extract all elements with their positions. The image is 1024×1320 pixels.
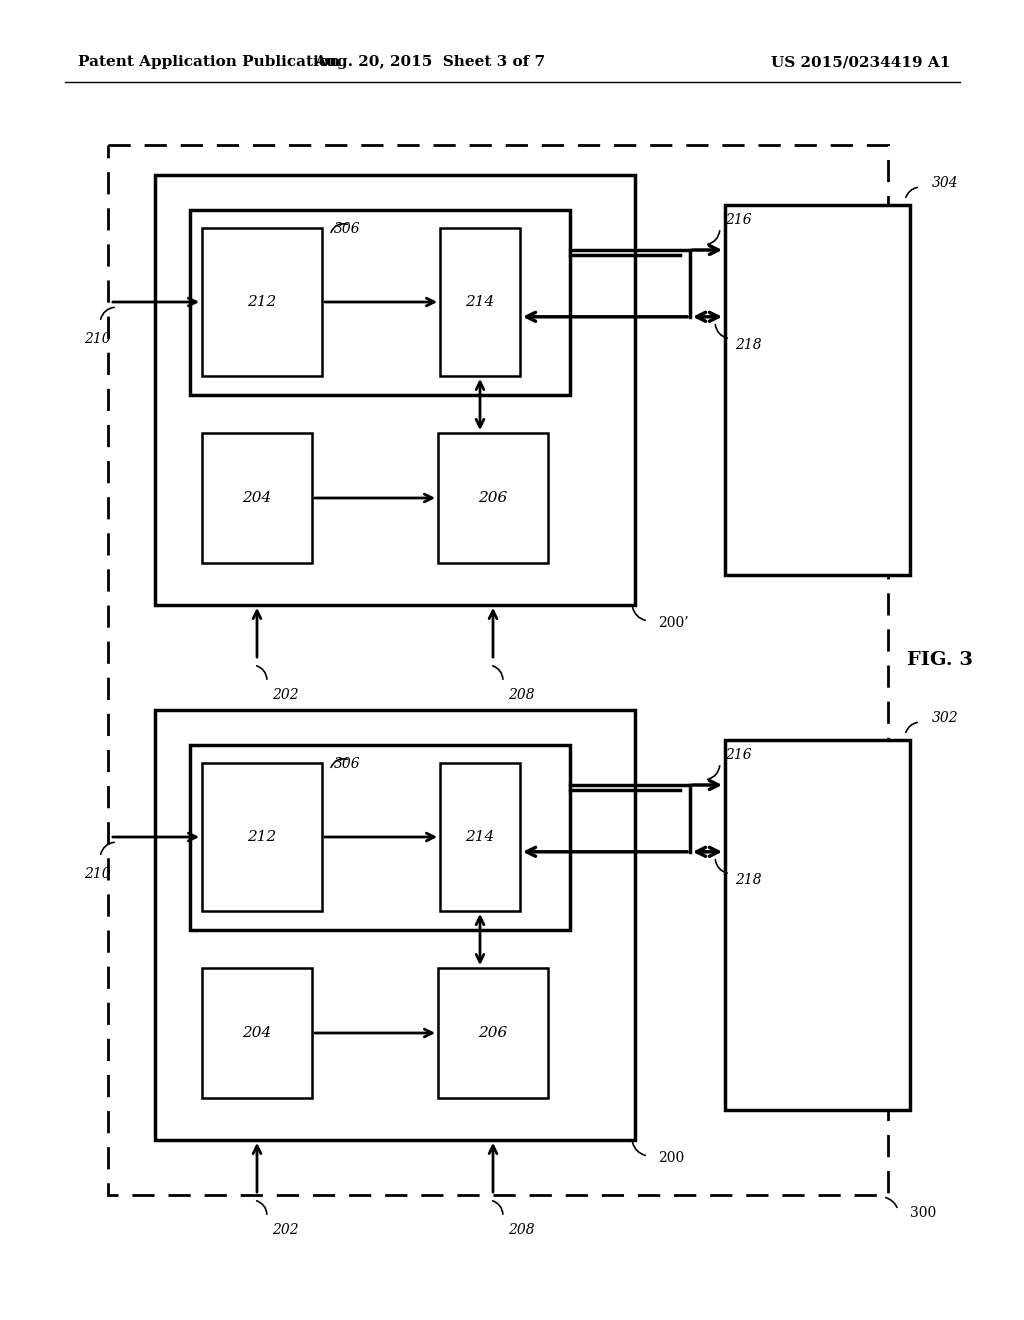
Bar [108,145,888,1195]
Text: Aug. 20, 2015  Sheet 3 of 7: Aug. 20, 2015 Sheet 3 of 7 [314,55,546,69]
Bar [202,228,322,376]
Bar [725,741,910,1110]
Text: Patent Application Publication: Patent Application Publication [78,55,340,69]
Text: 206: 206 [478,1026,508,1040]
Text: 204: 204 [243,491,271,506]
Bar [190,744,570,931]
Text: US 2015/0234419 A1: US 2015/0234419 A1 [771,55,950,69]
Text: 214: 214 [465,294,495,309]
Text: 216: 216 [725,213,752,227]
Bar [202,968,312,1098]
Text: 206: 206 [478,491,508,506]
Text: 212: 212 [248,294,276,309]
Bar [438,433,548,564]
Bar [155,176,635,605]
Text: 218: 218 [735,873,762,887]
Text: 200’: 200’ [658,616,688,630]
Text: 200: 200 [658,1151,684,1166]
Text: 300: 300 [910,1206,936,1220]
Text: 304: 304 [932,176,958,190]
Bar [202,763,322,911]
Text: 202: 202 [272,688,299,702]
Text: 218: 218 [735,338,762,352]
Text: 306: 306 [334,222,360,236]
Text: 208: 208 [508,1224,535,1237]
Bar [725,205,910,576]
Text: 214: 214 [465,830,495,843]
Text: 216: 216 [725,748,752,762]
Bar [202,433,312,564]
Text: FIG. 3: FIG. 3 [907,651,973,669]
Text: 306: 306 [334,756,360,771]
Bar [440,228,520,376]
Bar [190,210,570,395]
Text: 208: 208 [508,688,535,702]
Bar [440,763,520,911]
Bar [155,710,635,1140]
Bar [438,968,548,1098]
Text: 204: 204 [243,1026,271,1040]
Text: 210: 210 [84,867,111,880]
Text: 210: 210 [84,333,111,346]
Text: 202: 202 [272,1224,299,1237]
Text: 302: 302 [932,711,958,725]
Text: 212: 212 [248,830,276,843]
